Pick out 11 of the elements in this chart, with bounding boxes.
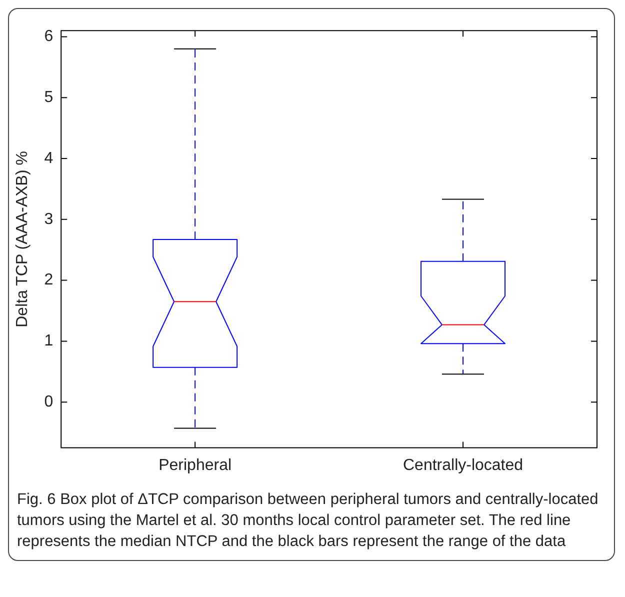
y-tick-label: 0: [44, 394, 54, 411]
x-tick-label: Centrally-located: [402, 456, 524, 474]
y-axis-title: Delta TCP (AAA-AXB) %: [14, 151, 32, 328]
y-tick-label: 3: [44, 210, 54, 228]
x-tick-label: Peripheral: [158, 456, 232, 474]
y-tick-label: 2: [44, 272, 54, 289]
y-tick-label: 5: [44, 89, 54, 106]
y-tick-label: 6: [44, 28, 54, 46]
y-tick-label: 4: [44, 150, 54, 167]
caption: Fig. 6 Box plot of ΔTCP comparison between peripheral tumors and centrally-located tumors using the Martel et al. 30 months local control parameter set. The red line represents the median NTCP and the black bars represent the range of the data: [16, 490, 600, 552]
y-tick-label: 1: [44, 332, 54, 350]
